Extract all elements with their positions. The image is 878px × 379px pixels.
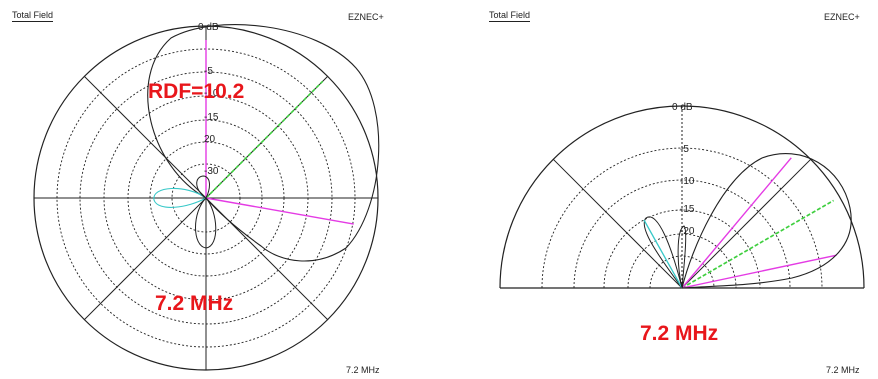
main-lobe (681, 153, 852, 289)
grid-ring (541, 147, 823, 289)
ring-labels: 0 dB -5 -10 -15 -20 (672, 102, 695, 237)
brand-label: EZNEC+ (348, 12, 384, 22)
ring-label: -5 (204, 66, 213, 77)
radiation-pattern (643, 153, 852, 289)
ring-labels: 0 dB -5 -10 -15 20 -30 (198, 22, 219, 177)
ring-label: -15 (204, 112, 219, 123)
grid-ring (603, 209, 761, 289)
ring-label: 0 dB (198, 22, 219, 33)
ring-label: -5 (680, 144, 689, 155)
beam-lines (205, 40, 354, 225)
plot-title: Total Field (12, 10, 54, 22)
frequency-footer: 7.2 MHz (346, 365, 380, 375)
ring-label: -20 (680, 226, 695, 237)
main-lobe-line (205, 80, 324, 199)
beamwidth-line (681, 254, 837, 289)
elevation-plot-panel: Total Field EZNEC+ 0 dB -5 -10 -15 -20 7.2 M… (458, 0, 878, 379)
ring-label: 0 dB (672, 102, 693, 113)
main-lobe (147, 24, 380, 262)
side-lobe (677, 225, 687, 289)
azimuth-polar-chart: 0 dB -5 -10 -15 20 -30 (33, 22, 380, 371)
rdf-annotation: RDF=10.2 (148, 80, 245, 103)
beamwidth-line (681, 157, 792, 289)
high-angle-lobe (643, 216, 683, 289)
grid-spoke (681, 158, 812, 289)
grid-ring (649, 255, 715, 289)
rear-lobe (643, 219, 683, 289)
radiation-pattern (147, 24, 380, 262)
ring-label: -15 (680, 204, 695, 215)
azimuth-plot-panel: Total Field EZNEC+ 0 dB -5 -10 -15 20 -30 RDF… (0, 0, 420, 379)
main-lobe-line (681, 199, 834, 289)
grid-spoke (552, 158, 683, 289)
ring-label: -10 (204, 88, 219, 99)
frequency-annotation: 7.2 MHz (155, 292, 234, 315)
beamwidth-line (205, 197, 354, 225)
brand-label: EZNEC+ (824, 12, 860, 22)
side-lobe (196, 175, 210, 199)
frequency-annotation: 7.2 MHz (640, 322, 719, 345)
rear-lobe (153, 187, 208, 208)
ring-label: -30 (204, 166, 219, 177)
beam-lines (681, 157, 837, 289)
elevation-polar-chart: 0 dB -5 -10 -15 -20 (499, 102, 865, 289)
frequency-footer: 7.2 MHz (826, 365, 860, 375)
ring-label: -10 (680, 176, 695, 187)
plot-title: Total Field (489, 10, 531, 22)
side-lobe (195, 197, 217, 249)
ring-label: 20 (204, 134, 216, 145)
